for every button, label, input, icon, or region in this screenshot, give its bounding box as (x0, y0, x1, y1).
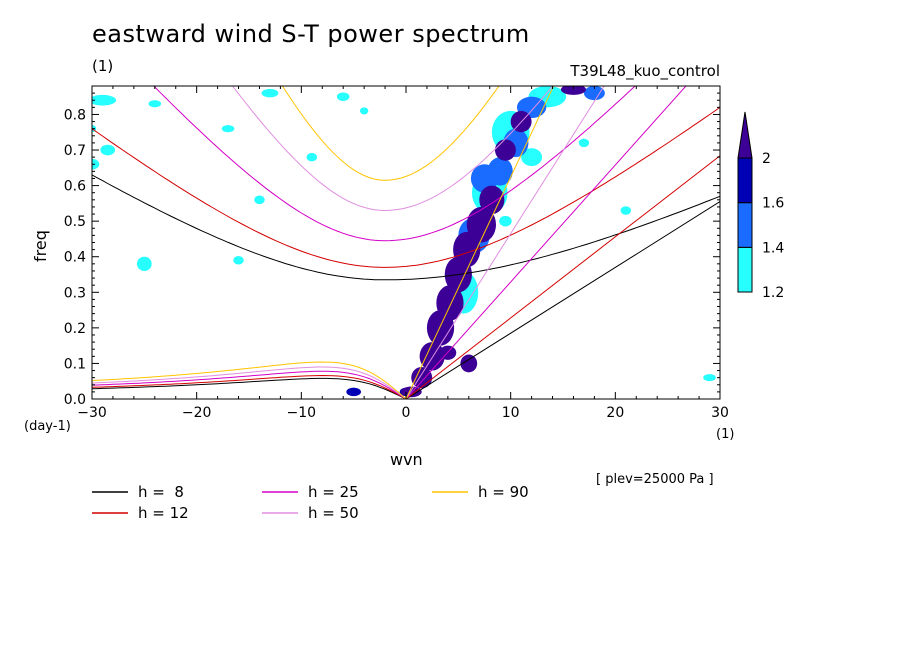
power-blob (460, 354, 478, 373)
colorbar-label: 2 (762, 151, 771, 167)
units-label: (1) (92, 57, 114, 75)
y-tick-label: 0.1 (64, 356, 86, 372)
power-blob (494, 139, 516, 161)
colorbar: 1.2 1.4 1.6 2 (737, 111, 784, 301)
x-unit-label: (1) (716, 427, 734, 442)
kelvin-line (405, 86, 687, 399)
y-tick-label: 0.6 (64, 179, 86, 195)
rossby-curve (92, 366, 407, 399)
power-blob (92, 158, 100, 170)
power-blob (100, 144, 116, 156)
y-tick-label: 0.3 (64, 285, 86, 301)
power-blob (306, 152, 318, 162)
chart-title: eastward wind S-T power spectrum (92, 20, 530, 48)
kelvin-line (405, 86, 555, 399)
power-blob (346, 387, 361, 397)
power-blob (261, 88, 279, 98)
ig-curve (92, 106, 720, 268)
y-tick-label: 0.2 (64, 321, 86, 337)
power-blob (583, 86, 605, 101)
colorbar-segment (737, 202, 753, 248)
power-blob (479, 185, 505, 215)
power-blob (499, 215, 512, 227)
legend-label: h = 25 (308, 483, 359, 501)
colorbar-label: 1.6 (762, 196, 784, 212)
power-blob (620, 206, 632, 215)
colorbar-segment (737, 246, 753, 293)
kelvin-line (405, 201, 720, 399)
y-tick-label: 0.7 (64, 143, 86, 159)
rossby-curve (92, 370, 407, 399)
dispersion-curves (92, 86, 720, 399)
power-blob (92, 94, 117, 106)
power-blob (521, 148, 543, 167)
power-blob (453, 231, 481, 268)
colorbar-arrow (737, 111, 753, 159)
legend-label: h = 50 (308, 504, 359, 522)
power-blob (233, 256, 244, 265)
power-blob (578, 138, 590, 148)
y-axis-label: freq (31, 230, 50, 262)
y-tick-label: 0.8 (64, 107, 86, 123)
colorbar-segment (737, 157, 753, 204)
power-blob (359, 107, 369, 115)
legend: h = 8 h = 12 h = 25 h = 50 h = 90 (92, 483, 529, 522)
power-contours (92, 86, 716, 398)
x-tick-label: 20 (606, 405, 624, 421)
colorbar-label: 1.2 (762, 285, 784, 301)
experiment-label: T39L48_kuo_control (570, 62, 720, 80)
ig-curve (231, 86, 554, 212)
power-blob (703, 374, 716, 382)
axis-ticks: −30 −20 −10 0 10 20 30 0.0 0.1 0.2 0.3 0.4 0.5 0.6 0.7… (64, 86, 729, 421)
rossby-curve (92, 361, 407, 399)
ig-curve (281, 86, 500, 181)
power-blob (436, 285, 464, 321)
legend-label: h = 12 (138, 504, 189, 522)
ig-curve (92, 174, 720, 281)
x-tick-label: −20 (182, 405, 212, 421)
y-tick-label: 0.0 (64, 392, 86, 408)
y-unit-label: (day-1) (24, 419, 71, 434)
colorbar-label: 1.4 (762, 240, 784, 256)
x-tick-label: −30 (77, 405, 107, 421)
power-blob (254, 195, 265, 205)
x-tick-label: 10 (502, 405, 520, 421)
power-blob (487, 157, 513, 186)
legend-label: h = 8 (138, 483, 184, 501)
rossby-curve (92, 374, 407, 399)
power-blob (336, 92, 350, 101)
x-tick-label: 0 (402, 405, 411, 421)
x-tick-label: 30 (711, 405, 729, 421)
rossby-curve (92, 377, 407, 399)
plot-frame (91, 85, 721, 400)
power-blob (466, 206, 497, 243)
power-blob (148, 100, 162, 108)
plot-area (92, 86, 720, 399)
ig-curve (153, 86, 636, 242)
kelvin-line (405, 86, 605, 399)
y-tick-label: 0.5 (64, 214, 86, 230)
x-axis-label: wvn (390, 450, 423, 469)
x-tick-label: −10 (287, 405, 317, 421)
power-blob (137, 256, 152, 271)
power-blob (221, 125, 235, 133)
power-blob (560, 86, 587, 95)
kelvin-line (405, 155, 720, 399)
level-note: [ plev=25000 Pa ] (596, 472, 714, 487)
y-tick-label: 0.4 (64, 250, 86, 266)
legend-label: h = 90 (478, 483, 529, 501)
